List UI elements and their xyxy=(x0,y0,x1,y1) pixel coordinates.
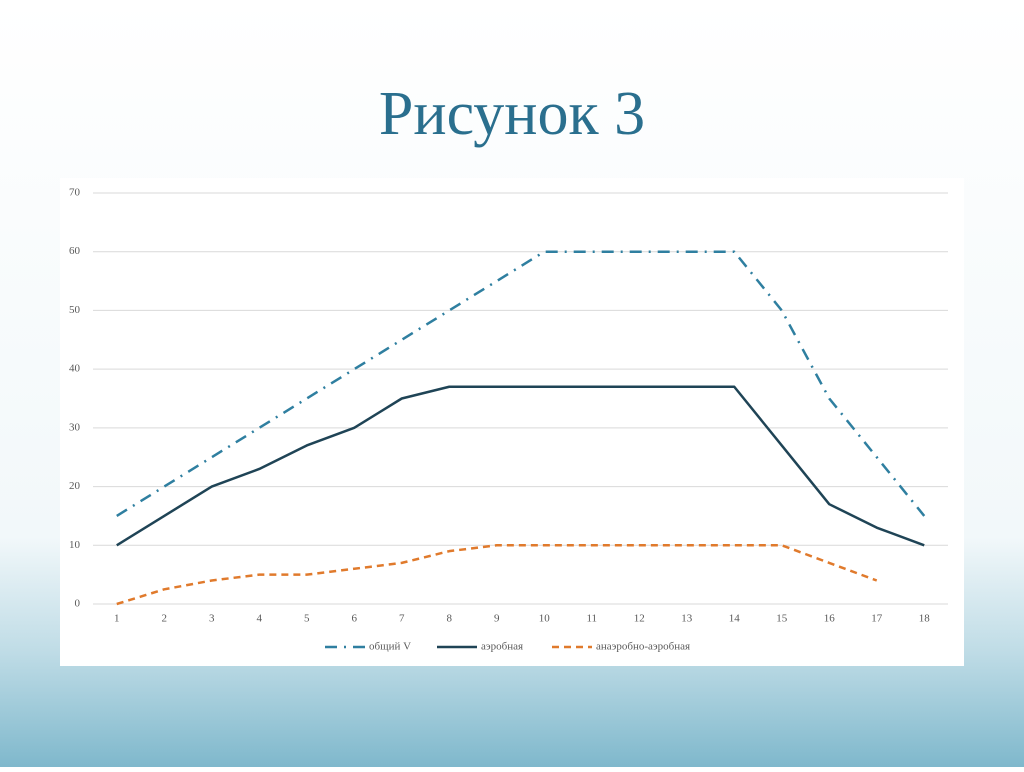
y-tick-label: 40 xyxy=(69,363,81,375)
y-tick-label: 30 xyxy=(69,421,81,433)
x-tick-label: 9 xyxy=(494,613,500,625)
x-tick-label: 14 xyxy=(729,613,741,625)
series-line xyxy=(116,250,926,517)
x-tick-label: 4 xyxy=(257,613,263,625)
legend-label: аэробная xyxy=(481,641,523,653)
legend-label: общий V xyxy=(369,641,411,653)
x-tick-label: 6 xyxy=(352,613,358,625)
y-tick-label: 0 xyxy=(75,598,81,610)
y-tick-label: 70 xyxy=(69,187,81,199)
y-tick-label: 60 xyxy=(69,245,81,257)
x-tick-label: 18 xyxy=(919,613,931,625)
y-tick-label: 50 xyxy=(69,304,81,316)
slide-title: Рисунок 3 xyxy=(379,80,645,148)
legend-label: анаэробно-аэробная xyxy=(596,641,690,653)
x-tick-label: 3 xyxy=(209,613,215,625)
series-line xyxy=(116,544,878,606)
x-tick-label: 2 xyxy=(162,613,168,625)
x-tick-label: 11 xyxy=(586,613,597,625)
x-tick-label: 12 xyxy=(634,613,645,625)
x-tick-label: 10 xyxy=(539,613,551,625)
x-tick-label: 7 xyxy=(399,613,405,625)
y-tick-label: 20 xyxy=(69,480,81,492)
series-line xyxy=(116,385,925,547)
x-tick-label: 13 xyxy=(681,613,693,625)
x-tick-label: 17 xyxy=(871,613,883,625)
x-tick-label: 16 xyxy=(824,613,836,625)
x-tick-label: 5 xyxy=(304,613,310,625)
y-tick-label: 10 xyxy=(69,539,81,551)
x-tick-label: 15 xyxy=(776,613,788,625)
x-tick-label: 8 xyxy=(447,613,453,625)
x-tick-label: 1 xyxy=(114,613,120,625)
chart-area xyxy=(60,178,964,666)
